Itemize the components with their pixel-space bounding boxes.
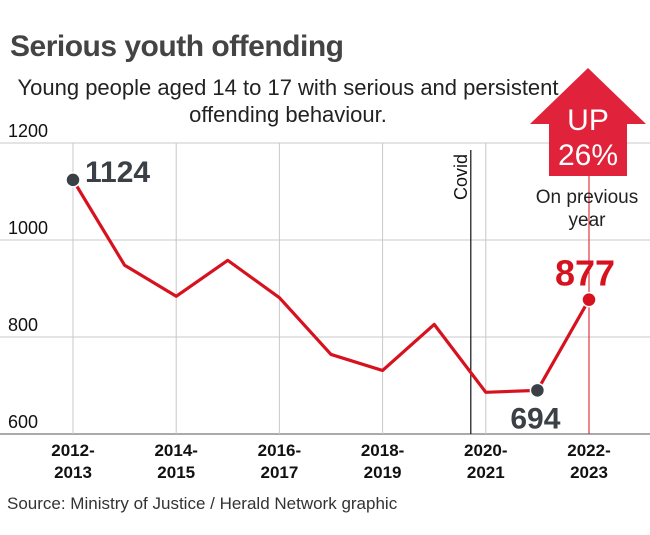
x-tick-0-line2: 2013 <box>54 463 92 482</box>
change-arrow: UP 26% <box>530 68 646 176</box>
x-tick-10-line2: 2023 <box>570 463 608 482</box>
y-axis-ticks: 600 800 1000 1200 <box>8 121 48 432</box>
x-tick-4-line2: 2017 <box>260 463 298 482</box>
y-tick-1200: 1200 <box>8 121 48 141</box>
data-point-9 <box>529 382 546 399</box>
x-tick-2-line1: 2014- <box>154 441 197 460</box>
source-note: Source: Ministry of Justice / Herald Net… <box>7 494 398 513</box>
x-tick-4-line1: 2016- <box>258 441 301 460</box>
change-up-label: UP <box>567 104 609 137</box>
data-point-10 <box>581 291 597 308</box>
x-tick-10-line1: 2022- <box>567 441 610 460</box>
data-label-low: 694 <box>510 402 560 435</box>
chart-title: Serious youth offending <box>10 30 344 63</box>
data-point-0 <box>65 172 81 188</box>
data-points <box>65 172 597 399</box>
data-label-last: 877 <box>555 253 615 294</box>
x-tick-6-line1: 2018- <box>361 441 404 460</box>
x-tick-8-line1: 2020- <box>464 441 507 460</box>
data-label-first: 1124 <box>85 156 150 189</box>
y-tick-600: 600 <box>8 412 38 432</box>
change-note-line2: year <box>569 210 607 231</box>
chart-subtitle: Young people aged 14 to 17 with serious … <box>17 75 559 127</box>
data-labels: 1124 694 877 <box>85 156 615 435</box>
y-tick-1000: 1000 <box>8 218 48 238</box>
y-tick-800: 800 <box>8 315 38 335</box>
covid-label: Covid <box>451 154 471 200</box>
x-tick-0-line1: 2012- <box>51 441 94 460</box>
x-tick-6-line2: 2019 <box>364 463 402 482</box>
series-line <box>71 179 591 394</box>
up-arrow-shape <box>530 68 646 176</box>
change-note-line1: On previous <box>536 187 638 208</box>
x-tick-8-line2: 2021 <box>467 463 505 482</box>
x-tick-2-line2: 2015 <box>157 463 195 482</box>
x-axis-ticks: 2012- 2013 2014- 2015 2016- 2017 2018- 2019 2020… <box>51 441 610 482</box>
change-percent-label: 26% <box>558 139 618 172</box>
